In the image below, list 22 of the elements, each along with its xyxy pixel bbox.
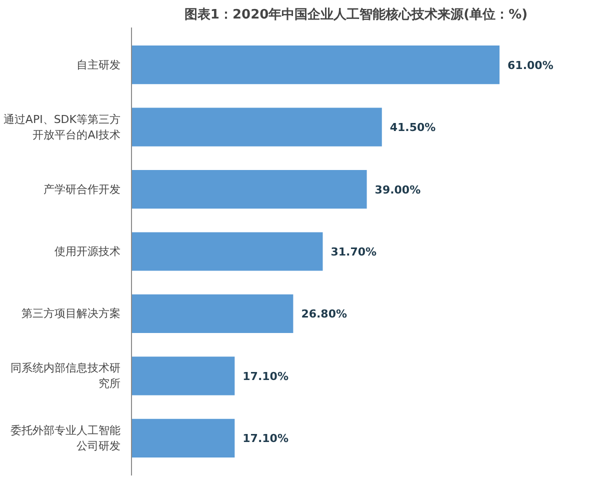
- y-tick-label: 第三方项目解决方案: [22, 307, 120, 320]
- y-tick-label: 委托外部专业人工智能公司研发: [10, 424, 120, 452]
- data-label: 39.00%: [374, 183, 421, 196]
- y-tick-label: 同系统内部信息技术研究所: [10, 362, 120, 390]
- bar: [132, 46, 500, 84]
- y-tick-label: 通过API、SDK等第三方开放平台的AI技术: [3, 112, 121, 142]
- bar: [132, 108, 382, 146]
- data-label: 26.80%: [301, 308, 348, 321]
- data-label: 41.50%: [390, 121, 436, 134]
- y-tick-label: 使用开源技术: [54, 245, 120, 258]
- chart-title: 图表1：2020年中国企业人工智能核心技术来源(单位：%): [184, 6, 528, 22]
- data-label: 17.10%: [242, 370, 288, 383]
- data-label: 17.10%: [242, 432, 288, 446]
- bar: [132, 232, 323, 271]
- bar: [132, 170, 367, 209]
- bar: [132, 294, 294, 334]
- bar: [132, 418, 235, 458]
- y-tick-label: 产学研合作开发: [44, 182, 120, 196]
- bar: [132, 356, 235, 396]
- data-label: 31.70%: [330, 246, 377, 258]
- data-label: 61.00%: [508, 58, 554, 72]
- y-tick-label: 自主研发: [76, 58, 120, 72]
